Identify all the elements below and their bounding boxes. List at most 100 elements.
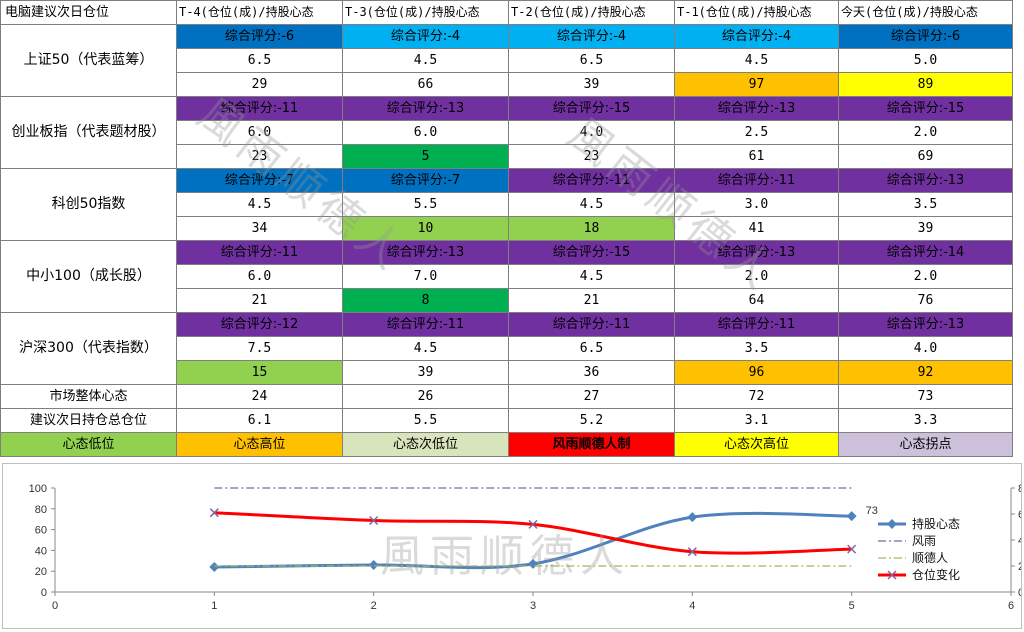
market-row: 市场整体心态 24 26 27 72 73 xyxy=(0,384,1013,409)
position-row: 7.5 4.5 6.5 3.5 4.0 xyxy=(1,336,1013,361)
position-cell: 4.0 xyxy=(508,120,675,145)
score-cell: 综合评分:-11 xyxy=(508,168,675,193)
sentiment-cell: 18 xyxy=(508,216,675,241)
market-cell: 26 xyxy=(342,384,509,409)
y-tick-label: 20 xyxy=(35,566,47,578)
y-tick-label: 0 xyxy=(41,587,47,599)
legend-cell: 心态次低位 xyxy=(342,432,509,457)
market-label: 市场整体心态 xyxy=(0,384,177,409)
data-point xyxy=(847,544,857,554)
sentiment-row: 15 39 36 96 92 xyxy=(1,360,1013,385)
index-name: 沪深300（代表指数） xyxy=(0,312,177,385)
position-cell: 6.0 xyxy=(176,264,343,289)
score-cell: 综合评分:-11 xyxy=(674,168,839,193)
y2-tick-label: 2 xyxy=(1018,561,1021,573)
position-cell: 2.0 xyxy=(838,120,1013,145)
position-cell: 3.5 xyxy=(674,336,839,361)
y-tick-label: 60 xyxy=(35,525,47,537)
position-cell: 6.0 xyxy=(176,120,343,145)
score-cell: 综合评分:-13 xyxy=(342,240,509,265)
x-tick-label: 5 xyxy=(849,600,855,612)
score-cell: 综合评分:-13 xyxy=(674,240,839,265)
sentiment-cell: 66 xyxy=(342,72,509,97)
score-cell: 综合评分:-11 xyxy=(342,312,509,337)
sentiment-cell: 10 xyxy=(342,216,509,241)
data-point xyxy=(528,558,538,569)
position-row: 6.0 6.0 4.0 2.5 2.0 xyxy=(1,120,1013,145)
sentiment-row: 21 8 21 64 76 xyxy=(1,288,1013,313)
sentiment-cell: 34 xyxy=(176,216,343,241)
market-cell: 27 xyxy=(508,384,675,409)
x-tick-label: 6 xyxy=(1008,600,1014,612)
legend-cell: 风雨顺德人制 xyxy=(508,432,675,457)
sentiment-cell: 92 xyxy=(838,360,1013,385)
data-point xyxy=(846,511,857,522)
trend-chart: 02040608010002468012345673持股心态风雨顺德人仓位变化 xyxy=(2,463,1024,629)
market-cell: 24 xyxy=(176,384,343,409)
y-tick-label: 100 xyxy=(29,483,47,495)
legend-marker xyxy=(887,570,897,580)
legend-label: 仓位变化 xyxy=(912,567,960,582)
sentiment-cell: 89 xyxy=(838,72,1013,97)
y-tick-label: 40 xyxy=(35,545,47,557)
advice-cell: 5.2 xyxy=(508,408,675,433)
x-tick-label: 2 xyxy=(371,600,377,612)
position-table: 电脑建议次日仓位 T-4(仓位(成)/持股心态 T-3(仓位(成)/持股心态 T-2(… xyxy=(0,0,1013,457)
sentiment-cell: 41 xyxy=(674,216,839,241)
header-day: T-4(仓位(成)/持股心态 xyxy=(176,0,343,25)
data-label: 73 xyxy=(866,505,878,517)
score-cell: 综合评分:-11 xyxy=(508,312,675,337)
x-tick-label: 0 xyxy=(52,600,58,612)
data-point xyxy=(687,512,698,523)
position-cell: 2.0 xyxy=(674,264,839,289)
position-cell: 6.5 xyxy=(176,48,343,73)
x-tick-label: 1 xyxy=(211,600,217,612)
position-cell: 5.0 xyxy=(838,48,1013,73)
position-cell: 6.5 xyxy=(508,48,675,73)
position-cell: 4.5 xyxy=(176,192,343,217)
data-point xyxy=(368,559,379,570)
sentiment-cell: 8 xyxy=(342,288,509,313)
score-cell: 综合评分:-4 xyxy=(342,24,509,49)
sentiment-cell: 69 xyxy=(838,144,1013,169)
score-cell: 综合评分:-7 xyxy=(176,168,343,193)
sentiment-cell: 21 xyxy=(176,288,343,313)
score-row: 中小100（成长股） 综合评分:-11 综合评分:-13 综合评分:-15 综合评分:-… xyxy=(0,240,1013,313)
position-cell: 6.5 xyxy=(508,336,675,361)
legend-label: 顺德人 xyxy=(912,550,948,565)
legend-cell: 心态次高位 xyxy=(674,432,839,457)
legend-cell: 心态拐点 xyxy=(838,432,1013,457)
legend-marker xyxy=(887,519,897,529)
score-row: 沪深300（代表指数） 综合评分:-12 综合评分:-11 综合评分:-11 综合评分:… xyxy=(0,312,1013,385)
position-cell: 3.5 xyxy=(838,192,1013,217)
advice-cell: 3.3 xyxy=(838,408,1013,433)
position-cell: 2.0 xyxy=(838,264,1013,289)
header-day: T-3(仓位(成)/持股心态 xyxy=(342,0,509,25)
data-point xyxy=(209,508,219,518)
position-cell: 5.5 xyxy=(342,192,509,217)
score-cell: 综合评分:-4 xyxy=(674,24,839,49)
advice-cell: 5.5 xyxy=(342,408,509,433)
header-row: 电脑建议次日仓位 T-4(仓位(成)/持股心态 T-3(仓位(成)/持股心态 T-2(… xyxy=(0,0,1013,25)
sentiment-cell: 61 xyxy=(674,144,839,169)
score-cell: 综合评分:-15 xyxy=(508,240,675,265)
position-cell: 4.0 xyxy=(838,336,1013,361)
score-cell: 综合评分:-11 xyxy=(176,240,343,265)
data-point xyxy=(369,515,379,526)
advice-label: 建议次日持仓总仓位 xyxy=(0,408,177,433)
sentiment-cell: 36 xyxy=(508,360,675,385)
sentiment-cell: 96 xyxy=(674,360,839,385)
y2-tick-label: 4 xyxy=(1018,535,1021,547)
series-line-仓位变化 xyxy=(214,511,852,555)
sentiment-cell: 39 xyxy=(508,72,675,97)
position-cell: 4.5 xyxy=(342,48,509,73)
sentiment-cell: 15 xyxy=(176,360,343,385)
index-name: 科创50指数 xyxy=(0,168,177,241)
sentiment-cell: 39 xyxy=(838,216,1013,241)
data-point xyxy=(687,547,697,557)
score-cell: 综合评分:-6 xyxy=(838,24,1013,49)
score-cell: 综合评分:-14 xyxy=(838,240,1013,265)
legend-label: 风雨 xyxy=(912,534,936,548)
sentiment-cell: 23 xyxy=(508,144,675,169)
score-cell: 综合评分:-12 xyxy=(176,312,343,337)
